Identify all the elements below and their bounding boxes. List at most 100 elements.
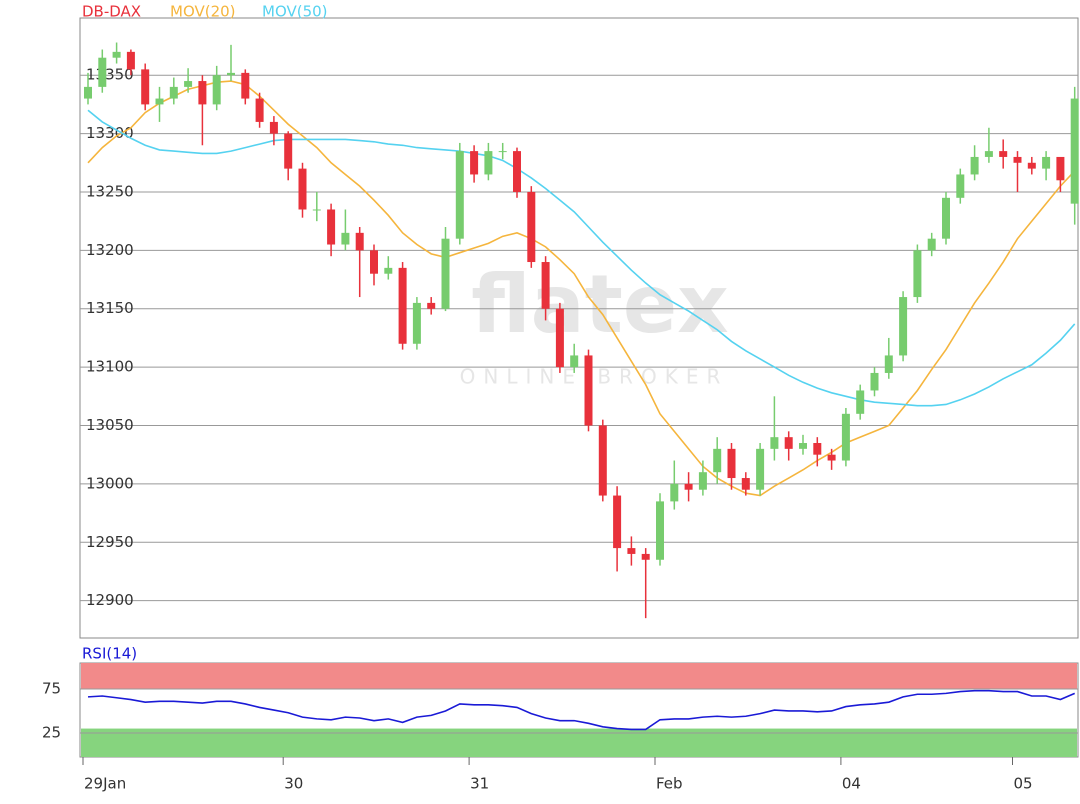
candle-body — [942, 197, 950, 239]
y-tick-label: 25 — [42, 723, 61, 741]
candle-body — [98, 57, 107, 87]
y-tick-label: 75 — [42, 679, 61, 697]
candle-body — [541, 262, 550, 309]
candle-body — [112, 51, 121, 58]
candle-body — [484, 151, 493, 175]
watermark-sub: ONLINE BROKER — [460, 365, 729, 389]
candle-body — [1042, 156, 1051, 169]
x-tick-label: 30 — [284, 775, 303, 793]
candle-body — [470, 151, 479, 175]
y-tick-label: 13000 — [86, 474, 134, 492]
candle-body — [684, 483, 693, 490]
candle-body — [813, 443, 822, 455]
y-tick-label: 13250 — [86, 182, 134, 200]
candle-body — [1013, 156, 1022, 163]
candle-body — [498, 151, 507, 153]
candle-body — [126, 51, 135, 70]
candle-body — [212, 75, 221, 105]
price-panel — [79, 17, 1079, 639]
candle-body — [284, 133, 293, 169]
candle-body — [312, 209, 321, 211]
candle-body — [713, 448, 722, 473]
rsi-label: RSI(14) — [82, 645, 137, 663]
candle-body — [155, 98, 164, 105]
candle-body — [427, 302, 436, 309]
legend-entry: MOV(50) — [262, 3, 328, 21]
candle-body — [656, 501, 664, 560]
overbought-zone — [81, 663, 1077, 689]
x-tick-label: 29Jan — [84, 775, 126, 793]
series-line — [87, 109, 1076, 407]
candle-body — [927, 238, 936, 251]
candle-body — [598, 425, 607, 496]
y-tick-label: 13200 — [86, 241, 134, 259]
x-tick-label: 05 — [1014, 775, 1033, 793]
candle-body — [441, 238, 450, 309]
candle-body — [255, 98, 264, 122]
y-tick-label: 12950 — [86, 533, 134, 551]
candle-body — [198, 81, 207, 105]
candle-body — [970, 156, 979, 175]
y-tick-label: 12900 — [86, 591, 134, 609]
candle-body — [269, 121, 278, 134]
candle-body — [412, 302, 421, 344]
candle-body — [899, 297, 908, 356]
candle-body — [799, 443, 807, 449]
candle-body — [341, 232, 350, 245]
series-line — [87, 689, 1076, 731]
candle-body — [784, 437, 793, 449]
candle-body — [570, 355, 579, 368]
candle-body — [841, 413, 850, 461]
y-tick-label: 13050 — [86, 416, 134, 434]
candle-body — [327, 209, 336, 245]
candle-body — [984, 151, 993, 157]
legend: DB-DAX MOV(20) MOV(50) — [82, 3, 328, 21]
candle-body — [455, 151, 464, 239]
candle-body — [756, 448, 765, 490]
series-line — [87, 80, 1076, 497]
candle-body — [398, 267, 407, 344]
candle-body — [999, 151, 1008, 157]
candle-body — [627, 548, 636, 554]
candle-body — [827, 454, 836, 461]
candle-body — [555, 308, 564, 368]
y-tick-label: 13300 — [86, 124, 134, 142]
candle-body — [527, 191, 536, 263]
candle-body — [727, 448, 736, 479]
x-tick-label: 31 — [470, 775, 489, 793]
candle-body — [584, 355, 593, 426]
x-tick-label: 04 — [842, 775, 861, 793]
candle-body — [184, 81, 193, 87]
candle-body — [1070, 98, 1079, 204]
watermark: flatex — [471, 258, 728, 351]
candle-body — [355, 232, 364, 251]
candle-body — [169, 86, 178, 99]
candle-body — [1056, 156, 1065, 181]
candle-body — [513, 151, 521, 192]
candle-body — [670, 483, 679, 502]
x-tick-label: Feb — [656, 775, 683, 793]
candle-body — [141, 69, 150, 105]
legend-entry: MOV(20) — [170, 3, 236, 21]
candle-body — [856, 390, 865, 414]
y-tick-label: 13150 — [86, 299, 134, 317]
candle-body — [913, 250, 922, 298]
candle-body — [884, 355, 893, 373]
candle-body — [698, 472, 707, 490]
candle-body — [370, 250, 378, 274]
candle-body — [613, 495, 622, 549]
y-tick-label: 13350 — [86, 66, 134, 84]
candle-body — [84, 86, 92, 99]
candle-body — [770, 437, 779, 449]
candle-body — [1027, 162, 1036, 169]
candle-body — [298, 168, 307, 210]
candle-body — [956, 174, 965, 198]
candle-body — [641, 553, 650, 560]
candle-body — [384, 267, 393, 274]
candle-body — [241, 72, 250, 99]
candle-body — [741, 478, 750, 490]
y-tick-label: 13100 — [86, 358, 134, 376]
candle-body — [870, 372, 879, 391]
candle-body — [227, 72, 235, 76]
